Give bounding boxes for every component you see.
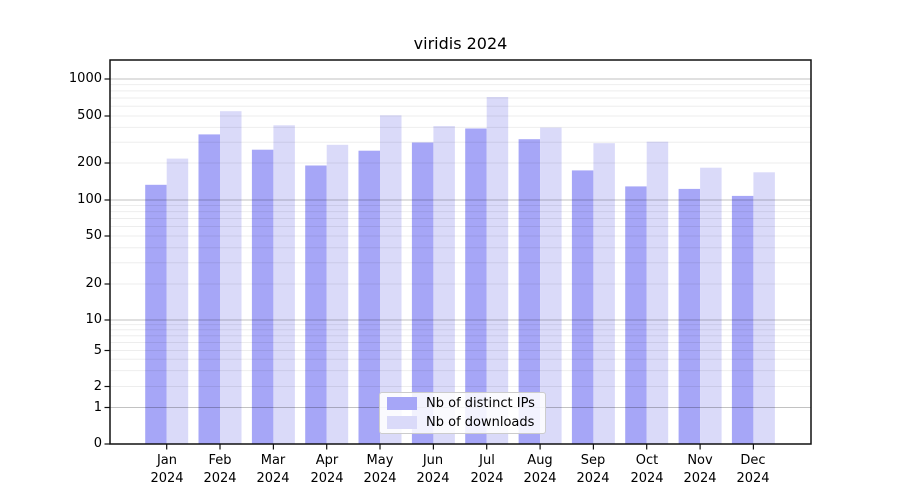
bar-ips-dec	[731, 195, 754, 444]
bar-ips-jan	[145, 184, 167, 445]
x-tick-label-mar: Mar 2024	[256, 453, 290, 486]
bar-ips-jun	[411, 142, 434, 444]
legend: Nb of distinct IPs Nb of downloads	[379, 392, 546, 434]
x-tick-label-nov: Nov 2024	[683, 453, 717, 486]
y-tick-label-0: 0	[93, 436, 102, 451]
legend-swatch-downloads	[387, 415, 417, 429]
y-tick-label-2: 2	[93, 379, 102, 394]
y-tick-label-20: 20	[85, 276, 102, 291]
y-tick-label-5: 5	[93, 343, 102, 358]
legend-label-distinct-ips: Nb of distinct IPs	[426, 396, 535, 412]
bar-ips-aug	[518, 139, 541, 444]
bar-ips-jul	[465, 128, 487, 444]
x-tick-label-jun: Jun 2024	[416, 453, 450, 486]
plot-border	[109, 59, 812, 445]
bar-downloads-sep	[593, 143, 615, 444]
y-tick-label-10: 10	[85, 312, 102, 327]
bar-downloads-jul	[486, 97, 509, 444]
bar-ips-may	[358, 150, 380, 444]
y-tick-label-500: 500	[77, 108, 102, 123]
legend-swatch-distinct-ips	[387, 397, 417, 411]
x-tick-label-jan: Jan 2024	[150, 453, 184, 486]
bar-downloads-oct	[646, 141, 669, 444]
bar-downloads-dec	[753, 172, 775, 445]
bar-downloads-nov	[700, 167, 722, 444]
chart-title: viridis 2024	[413, 34, 508, 53]
x-tick-label-may: May 2024	[363, 453, 397, 486]
bar-downloads-aug	[540, 127, 562, 444]
y-tick-label-1000: 1000	[68, 71, 102, 86]
bar-downloads-mar	[273, 125, 295, 445]
x-tick-label-oct: Oct 2024	[630, 453, 664, 486]
x-tick-label-feb: Feb 2024	[203, 453, 237, 486]
y-tick-label-1: 1	[93, 400, 102, 415]
bar-ips-oct	[625, 186, 647, 444]
bar-downloads-jan	[166, 158, 189, 444]
x-tick-label-jul: Jul 2024	[470, 453, 504, 486]
x-tick-label-apr: Apr 2024	[310, 453, 344, 486]
bar-ips-sep	[571, 170, 594, 444]
x-tick-label-aug: Aug 2024	[523, 453, 557, 486]
legend-label-downloads: Nb of downloads	[426, 414, 535, 430]
x-tick-label-dec: Dec 2024	[736, 453, 770, 486]
y-tick-label-200: 200	[77, 155, 102, 170]
bar-downloads-apr	[326, 144, 349, 445]
bar-ips-apr	[305, 165, 327, 444]
bar-ips-mar	[251, 149, 274, 444]
bar-ips-nov	[678, 188, 701, 444]
legend-row-downloads: Nb of downloads	[387, 415, 545, 430]
legend-row-distinct-ips: Nb of distinct IPs	[387, 396, 545, 411]
x-tick-label-sep: Sep 2024	[576, 453, 610, 486]
bar-ips-feb	[198, 134, 220, 444]
y-tick-label-100: 100	[77, 192, 102, 207]
bar-downloads-jun	[433, 126, 455, 444]
bar-downloads-feb	[220, 111, 242, 444]
y-tick-label-50: 50	[85, 228, 102, 243]
bar-downloads-may	[380, 115, 402, 445]
